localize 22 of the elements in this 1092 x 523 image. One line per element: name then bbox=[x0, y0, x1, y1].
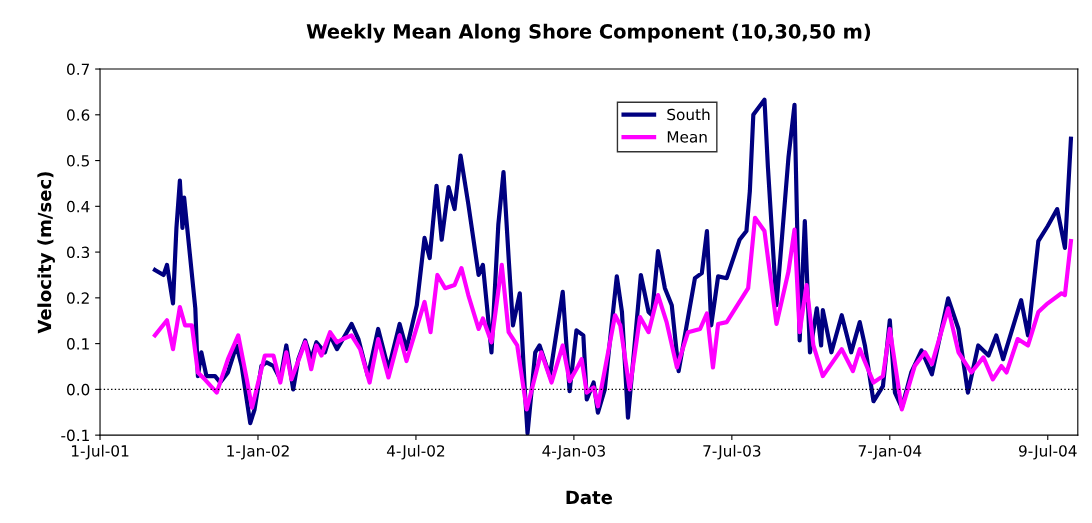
legend-label: South bbox=[667, 108, 710, 121]
y-tick-label: 0.4 bbox=[67, 200, 90, 213]
y-axis-title: Velocity (m/sec) bbox=[37, 172, 55, 334]
legend-label: Mean bbox=[667, 131, 707, 143]
y-tick-label: 0.0 bbox=[67, 383, 90, 396]
chart-title: Weekly Mean Along Shore Component (10,30,50 m) bbox=[306, 23, 871, 43]
y-tick-label: 0.1 bbox=[67, 338, 89, 350]
y-tick-label: 0.2 bbox=[67, 292, 89, 304]
x-tick-label: 4-Jul-02 bbox=[386, 444, 445, 460]
x-tick-label: 7-Jul-03 bbox=[703, 444, 761, 460]
y-tick-label: 0.7 bbox=[67, 63, 89, 76]
x-tick-label: 4-Jan-03 bbox=[542, 445, 605, 460]
y-tick-label: 0.3 bbox=[67, 246, 90, 259]
x-tick-label: 7-Jan-04 bbox=[858, 445, 922, 460]
x-tick-label: 9-Jul-04 bbox=[1018, 444, 1077, 460]
line-series bbox=[152, 215, 1074, 412]
y-tick-label: 0.6 bbox=[67, 109, 90, 121]
y-tick-label: -0.1 bbox=[61, 429, 89, 442]
x-tick-label: 1-Jul-01 bbox=[71, 444, 129, 460]
y-tick-label: 0.5 bbox=[67, 155, 89, 167]
x-axis-title: Date bbox=[566, 490, 613, 505]
x-tick-label: 1-Jan-02 bbox=[227, 445, 289, 460]
